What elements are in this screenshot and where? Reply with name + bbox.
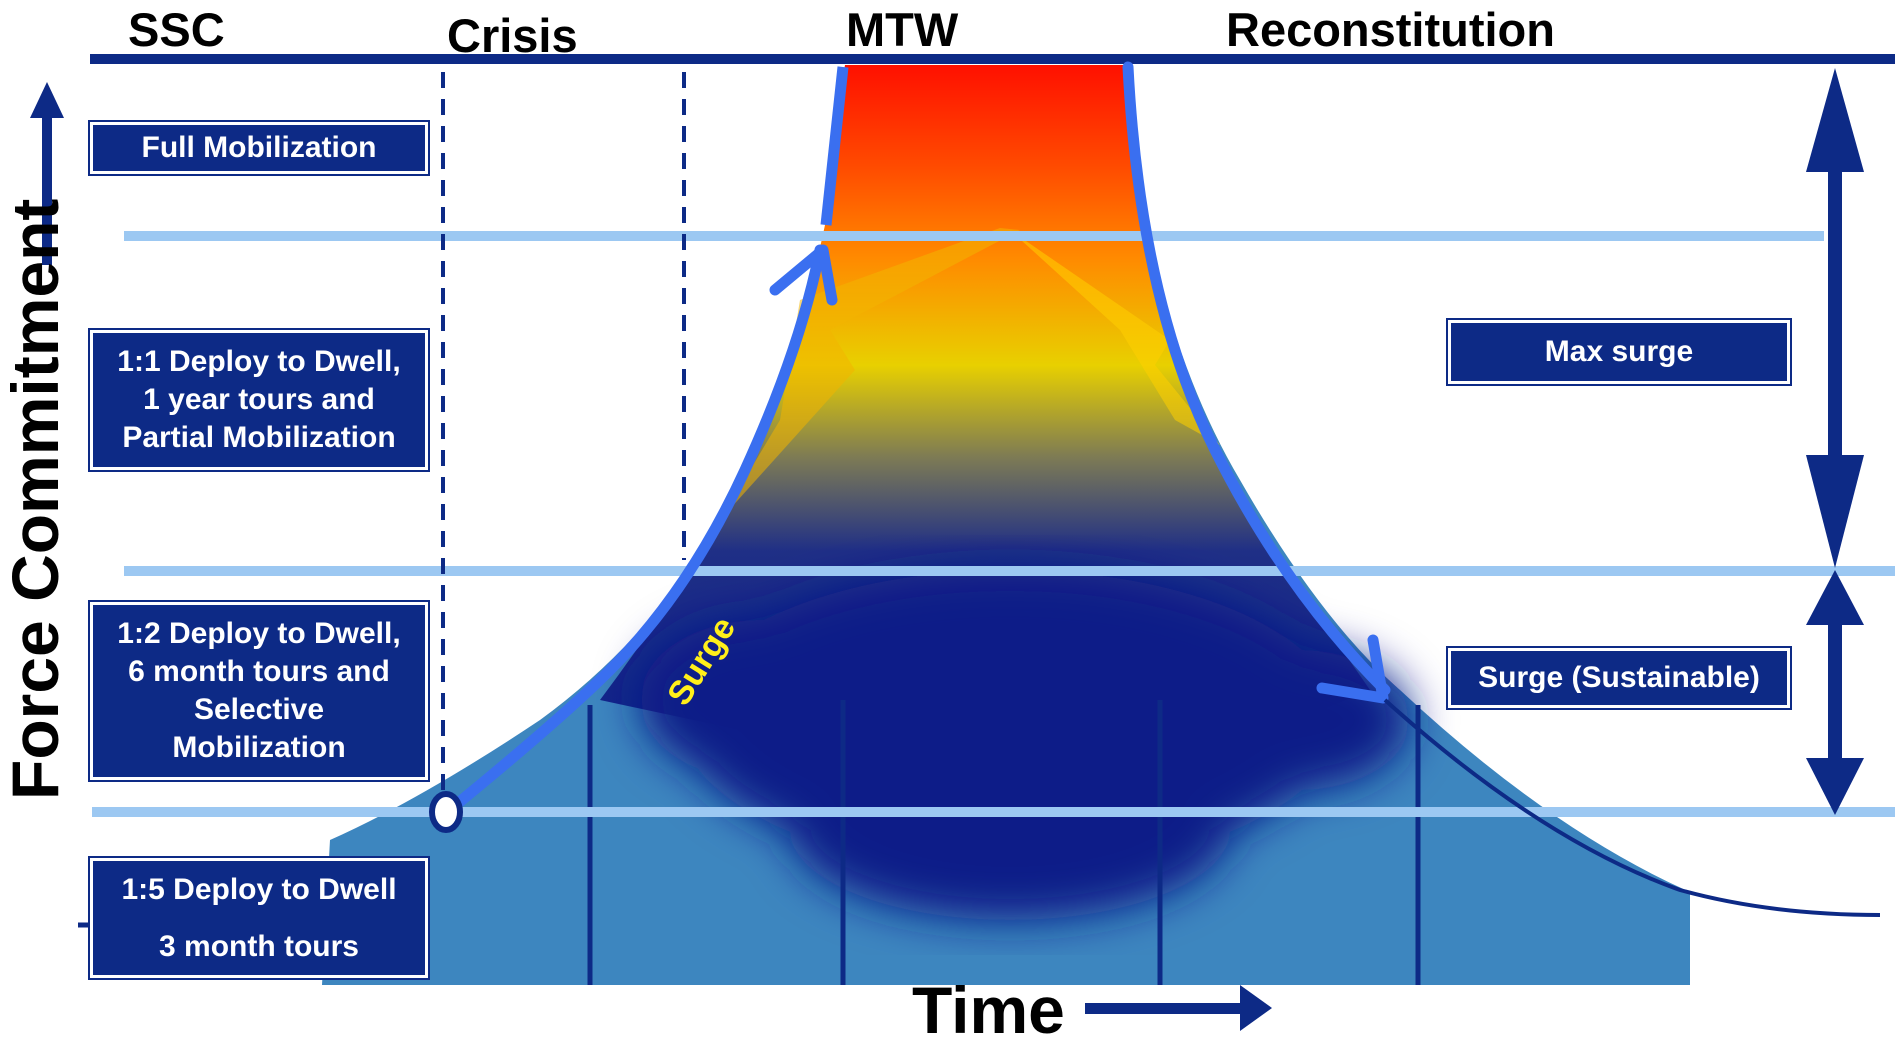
range-box-max-surge-text: Max surge: [1544, 334, 1694, 368]
phase-label-crisis: Crisis: [447, 9, 578, 62]
level-box-one-to-five-line-2: 3 month tours: [159, 930, 359, 963]
phase-label-reconstitution: Reconstitution: [1226, 3, 1555, 56]
reconstitution-tail: [1383, 698, 1881, 917]
funnel-zigzag-left: [720, 228, 1020, 520]
level-box-full-mobilization: Full Mobilization: [88, 120, 430, 176]
level-box-one-to-two-line-3: Selective: [193, 693, 325, 726]
level-box-full-mobilization-text: Full Mobilization: [141, 130, 377, 164]
level-box-one-to-one-line-1: 1:1 Deploy to Dwell,: [117, 344, 401, 378]
x-axis-arrow: [1085, 985, 1272, 1031]
level-box-one-to-one: 1:1 Deploy to Dwell, 1 year tours and Pa…: [88, 328, 430, 472]
funnel-zigzag-right: [1010, 230, 1220, 445]
base-dividers: [587, 700, 1421, 985]
top-boundary-line: [90, 54, 1895, 64]
phase-label-mtw: MTW: [846, 3, 959, 56]
reconstitution-arrowhead: [1316, 634, 1389, 704]
level-box-one-to-one-line-3: Partial Mobilization: [122, 421, 396, 455]
range-box-surge-sustainable-text: Surge (Sustainable): [1478, 660, 1760, 694]
x-axis-label: Time: [912, 973, 1065, 1047]
y-axis-arrow: [30, 82, 64, 265]
phase-label-ssc: SSC: [128, 3, 225, 56]
level-box-one-to-two-line-1: 1:2 Deploy to Dwell,: [117, 616, 401, 650]
level-lines: [92, 231, 1895, 817]
level-box-one-to-five: 1:5 Deploy to Dwell 3 month tours: [88, 856, 430, 980]
y-axis-label: Force Commitment: [0, 198, 72, 800]
range-box-max-surge: Max surge: [1446, 318, 1792, 386]
surge-curve-upper-left: [820, 66, 849, 226]
max-surge-range-arrow: [1806, 68, 1864, 568]
crisis-boundaries: [441, 72, 686, 810]
sustainable-surge-range-arrow: [1806, 570, 1864, 815]
level-box-one-to-two-line-2: 6 month tours and: [128, 654, 390, 688]
surge-curve-left: [440, 244, 826, 819]
level-box-one-to-five-line-1: 1:5 Deploy to Dwell: [121, 873, 397, 906]
level-box-one-to-one-line-2: 1 year tours and: [143, 382, 375, 416]
level-box-one-to-two-line-4: Mobilization: [172, 731, 346, 765]
surge-start-marker: [429, 791, 463, 833]
reconstitution-curve: [1122, 61, 1391, 696]
level-box-one-to-two: 1:2 Deploy to Dwell, 6 month tours and S…: [88, 600, 430, 782]
surge-arrowhead: [769, 244, 838, 306]
range-box-surge-sustainable: Surge (Sustainable): [1446, 646, 1792, 710]
